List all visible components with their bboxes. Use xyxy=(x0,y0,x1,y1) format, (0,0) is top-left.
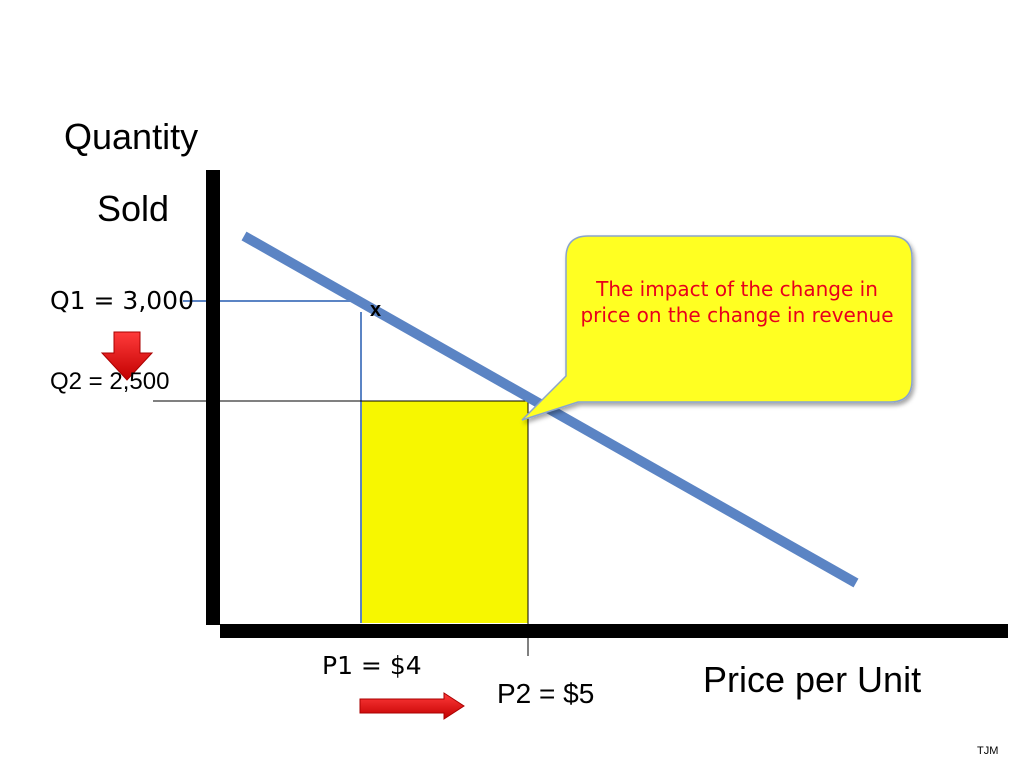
revenue-area xyxy=(362,401,528,623)
q1-label: Q1 = 3,000 xyxy=(50,286,194,315)
point-marker: x xyxy=(370,299,382,321)
p2-label: P2 = $5 xyxy=(497,678,595,709)
callout-bubble xyxy=(521,235,913,421)
y-axis xyxy=(206,170,220,625)
x-axis-label: Price per Unit xyxy=(703,659,922,700)
callout-text: The impact of the change in price on the… xyxy=(580,277,894,327)
right-arrow-icon xyxy=(359,692,465,720)
x-axis xyxy=(220,624,1008,638)
y-axis-label-line2: Sold xyxy=(97,188,170,229)
q2-label: Q2 = 2,500 xyxy=(50,368,170,395)
y-axis-label-line1: Quantity xyxy=(64,116,199,157)
credit-label: TJM xyxy=(977,745,999,757)
down-arrow-icon xyxy=(100,331,154,381)
p1-label: P1 = $4 xyxy=(322,651,422,680)
